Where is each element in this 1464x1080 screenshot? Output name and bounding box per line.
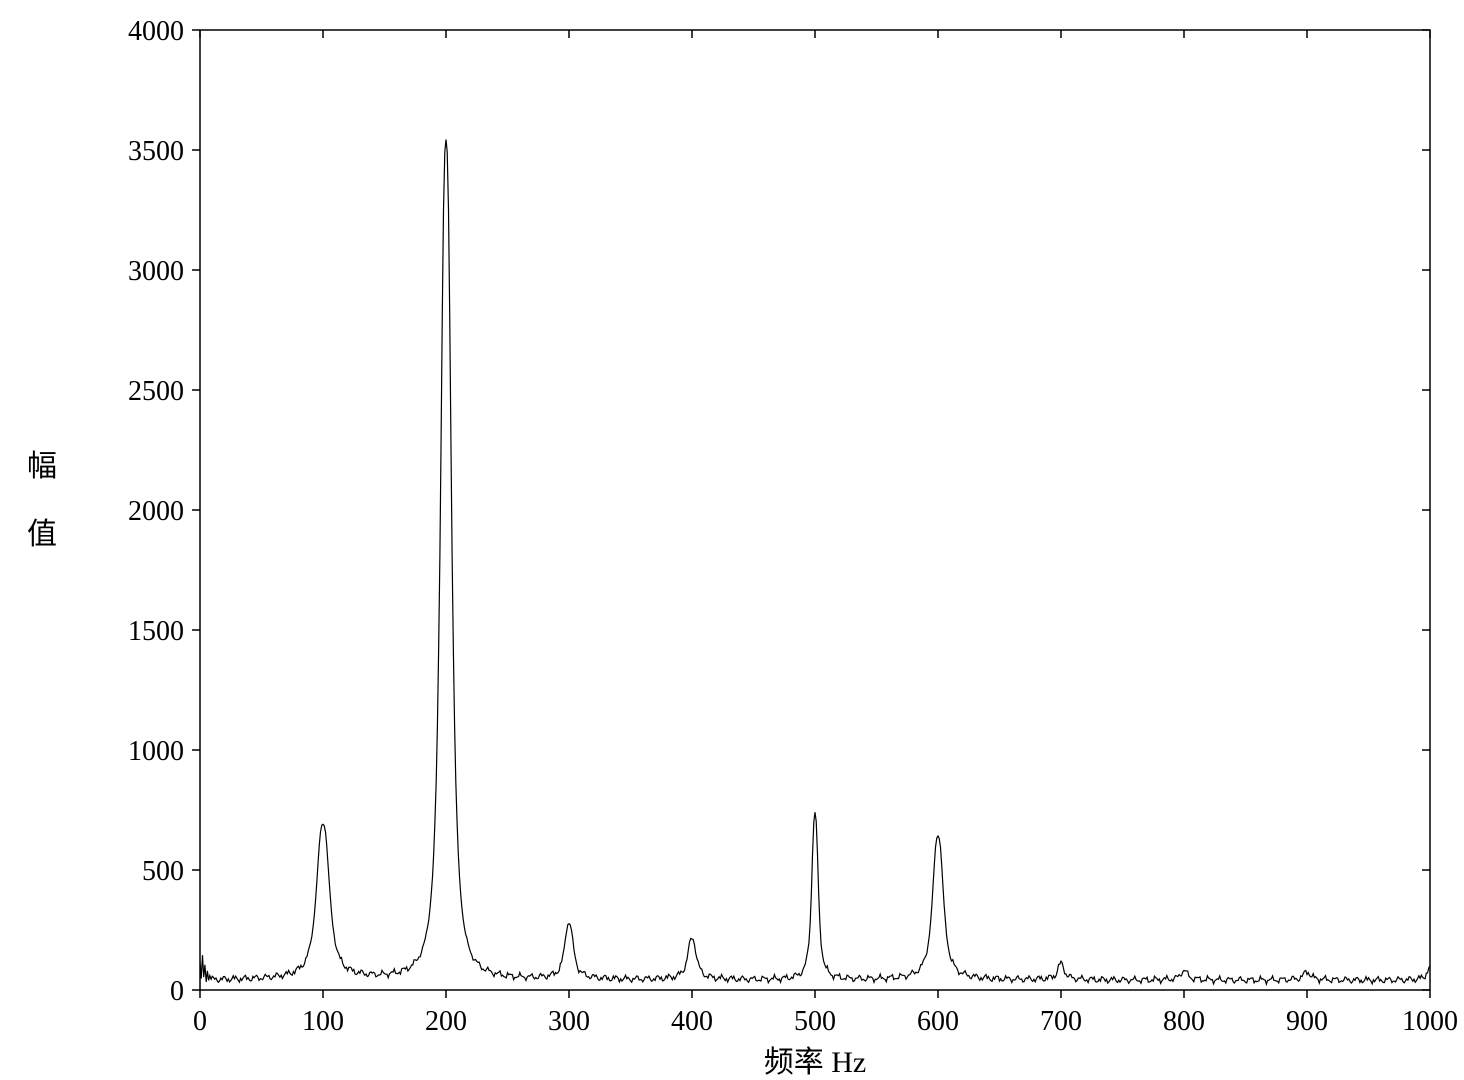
svg-text:500: 500 [142,856,184,887]
svg-text:800: 800 [1163,1006,1205,1037]
svg-text:400: 400 [671,1006,713,1037]
chart-svg: 0 100 200 300 400 500 600 700 800 900 1000 0 500 1000… [0,0,1464,1080]
svg-text:4000: 4000 [128,16,184,47]
svg-text:1000: 1000 [128,736,184,767]
spectrum-chart: 0 100 200 300 400 500 600 700 800 900 1000 0 500 1000… [0,0,1464,1080]
svg-text:1500: 1500 [128,616,184,647]
svg-text:600: 600 [917,1006,959,1037]
svg-text:频率 Hz: 频率 Hz [764,1046,866,1079]
svg-text:300: 300 [548,1006,590,1037]
svg-text:0: 0 [170,976,184,1007]
svg-text:700: 700 [1040,1006,1082,1037]
svg-text:200: 200 [425,1006,467,1037]
svg-text:100: 100 [302,1006,344,1037]
svg-text:1000: 1000 [1402,1006,1458,1037]
svg-text:值: 值 [27,518,57,551]
svg-text:0: 0 [193,1006,207,1037]
svg-text:3500: 3500 [128,136,184,167]
svg-text:500: 500 [794,1006,836,1037]
svg-text:2500: 2500 [128,376,184,407]
svg-text:3000: 3000 [128,256,184,287]
svg-text:2000: 2000 [128,496,184,527]
svg-text:900: 900 [1286,1006,1328,1037]
svg-text:幅: 幅 [27,450,57,483]
